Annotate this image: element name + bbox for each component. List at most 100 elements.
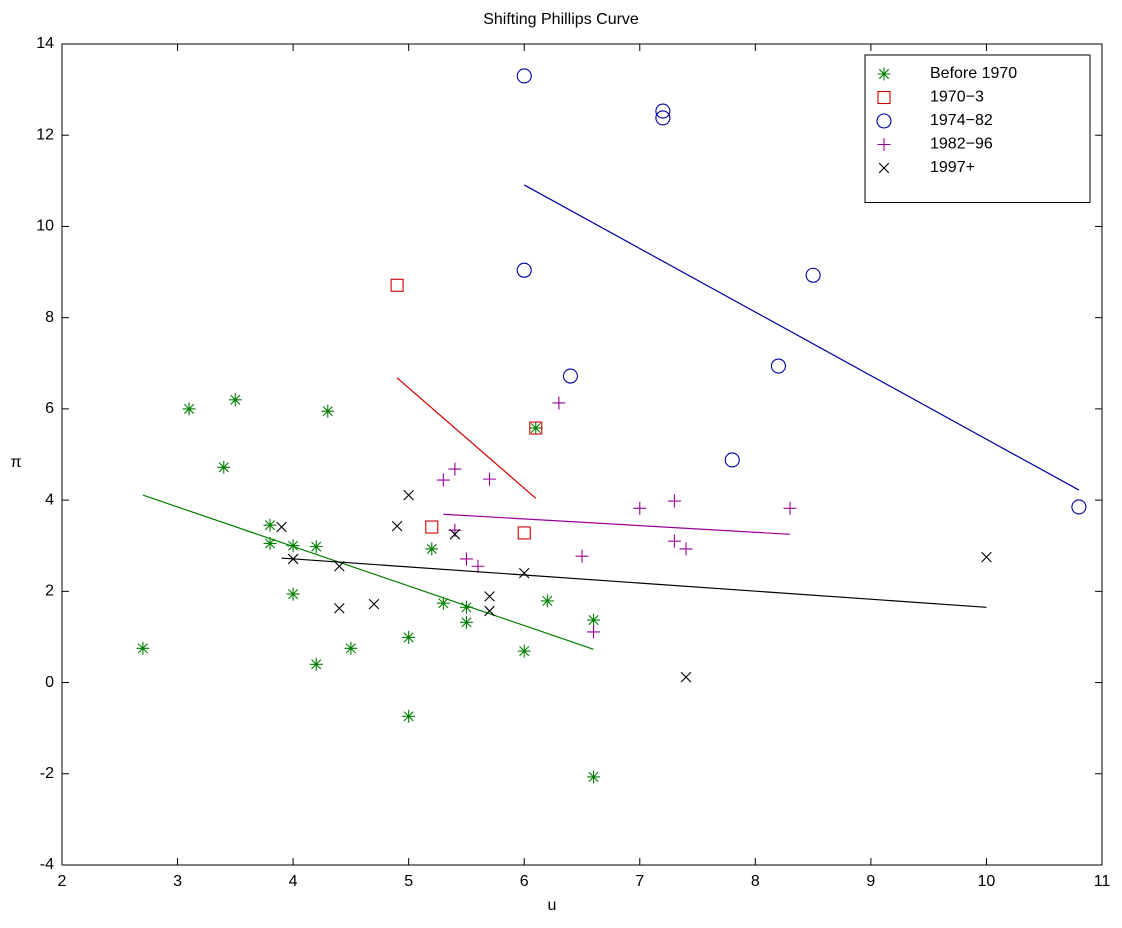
marker: [655, 103, 671, 119]
marker: [448, 462, 462, 476]
legend-box: [864, 54, 1091, 203]
marker: [667, 534, 681, 548]
marker: [516, 262, 532, 278]
marker: [981, 551, 992, 563]
marker: [587, 770, 601, 784]
legend-label: 1970−3: [930, 89, 984, 106]
marker: [575, 549, 589, 563]
y-tick-label: 0: [45, 674, 54, 691]
marker: [263, 518, 277, 532]
marker: [1071, 499, 1087, 515]
marker: [562, 368, 578, 384]
x-tick-label: 3: [173, 873, 182, 890]
marker: [667, 494, 681, 508]
y-tick-label: -2: [40, 765, 54, 782]
y-tick-label: 8: [45, 309, 54, 326]
marker: [402, 709, 416, 723]
marker: [516, 68, 532, 84]
marker: [805, 267, 821, 283]
x-tick-label: 8: [751, 873, 760, 890]
marker: [517, 644, 531, 658]
legend-marker: [878, 162, 890, 174]
marker: [334, 560, 345, 572]
fit-line: [281, 557, 987, 608]
marker: [263, 536, 277, 550]
marker: [136, 641, 150, 655]
y-tick-label: 6: [45, 400, 54, 417]
marker: [390, 278, 404, 292]
x-tick-label: 6: [520, 873, 529, 890]
marker: [276, 521, 287, 533]
legend-label: 1997+: [930, 159, 975, 176]
marker: [403, 489, 414, 501]
marker: [529, 421, 543, 435]
marker: [334, 602, 345, 614]
marker: [529, 421, 543, 435]
marker: [321, 404, 335, 418]
marker: [286, 587, 300, 601]
x-axis-label: u: [548, 897, 557, 914]
marker: [182, 402, 196, 416]
legend-marker: [877, 90, 891, 105]
marker: [459, 615, 473, 629]
legend-label: 1982−96: [930, 136, 993, 153]
legend-marker: [877, 67, 891, 81]
y-tick-label: 14: [36, 35, 54, 52]
marker: [436, 596, 450, 610]
marker: [449, 529, 461, 540]
x-tick-label: 2: [58, 873, 67, 890]
marker: [436, 473, 450, 487]
x-tick-label: 9: [866, 873, 875, 890]
marker: [228, 393, 242, 407]
marker: [587, 625, 601, 639]
y-tick-label: 2: [45, 583, 54, 600]
marker: [402, 630, 416, 644]
marker: [679, 542, 693, 556]
legend-label: 1974−82: [930, 112, 993, 129]
marker: [783, 501, 797, 515]
x-tick-label: 7: [635, 873, 644, 890]
marker: [518, 567, 530, 579]
marker: [391, 520, 403, 532]
fit-line: [523, 184, 1080, 491]
plot-frame: [61, 43, 1103, 866]
marker: [680, 671, 692, 683]
fit-line: [142, 494, 594, 650]
marker: [587, 613, 601, 627]
marker: [286, 539, 300, 553]
marker: [552, 396, 566, 410]
marker: [633, 501, 647, 515]
legend-label: Before 1970: [930, 65, 1017, 82]
marker: [724, 452, 740, 468]
marker: [344, 641, 358, 655]
legend-marker: [877, 138, 891, 151]
marker: [655, 110, 671, 126]
marker: [309, 540, 323, 554]
y-tick-label: 10: [36, 218, 54, 235]
x-tick-label: 4: [289, 873, 298, 890]
marker: [540, 594, 554, 608]
x-tick-label: 10: [978, 873, 996, 890]
y-axis-label: π: [10, 454, 21, 471]
fit-line: [443, 513, 791, 535]
marker: [770, 358, 786, 374]
marker: [459, 600, 473, 614]
fit-line: [396, 377, 537, 499]
marker: [368, 598, 380, 610]
marker: [309, 657, 323, 671]
marker: [471, 559, 485, 573]
y-tick-label: 4: [45, 491, 54, 508]
legend-marker: [876, 113, 892, 129]
marker: [459, 552, 473, 566]
y-tick-label: 12: [36, 126, 54, 143]
marker: [287, 553, 299, 565]
chart-title: Shifting Phillips Curve: [483, 11, 639, 28]
x-tick-label: 11: [1094, 873, 1111, 890]
marker: [425, 520, 439, 534]
marker: [425, 542, 439, 556]
marker: [483, 472, 497, 486]
marker: [484, 605, 495, 617]
marker: [517, 526, 531, 540]
x-tick-label: 5: [404, 873, 413, 890]
